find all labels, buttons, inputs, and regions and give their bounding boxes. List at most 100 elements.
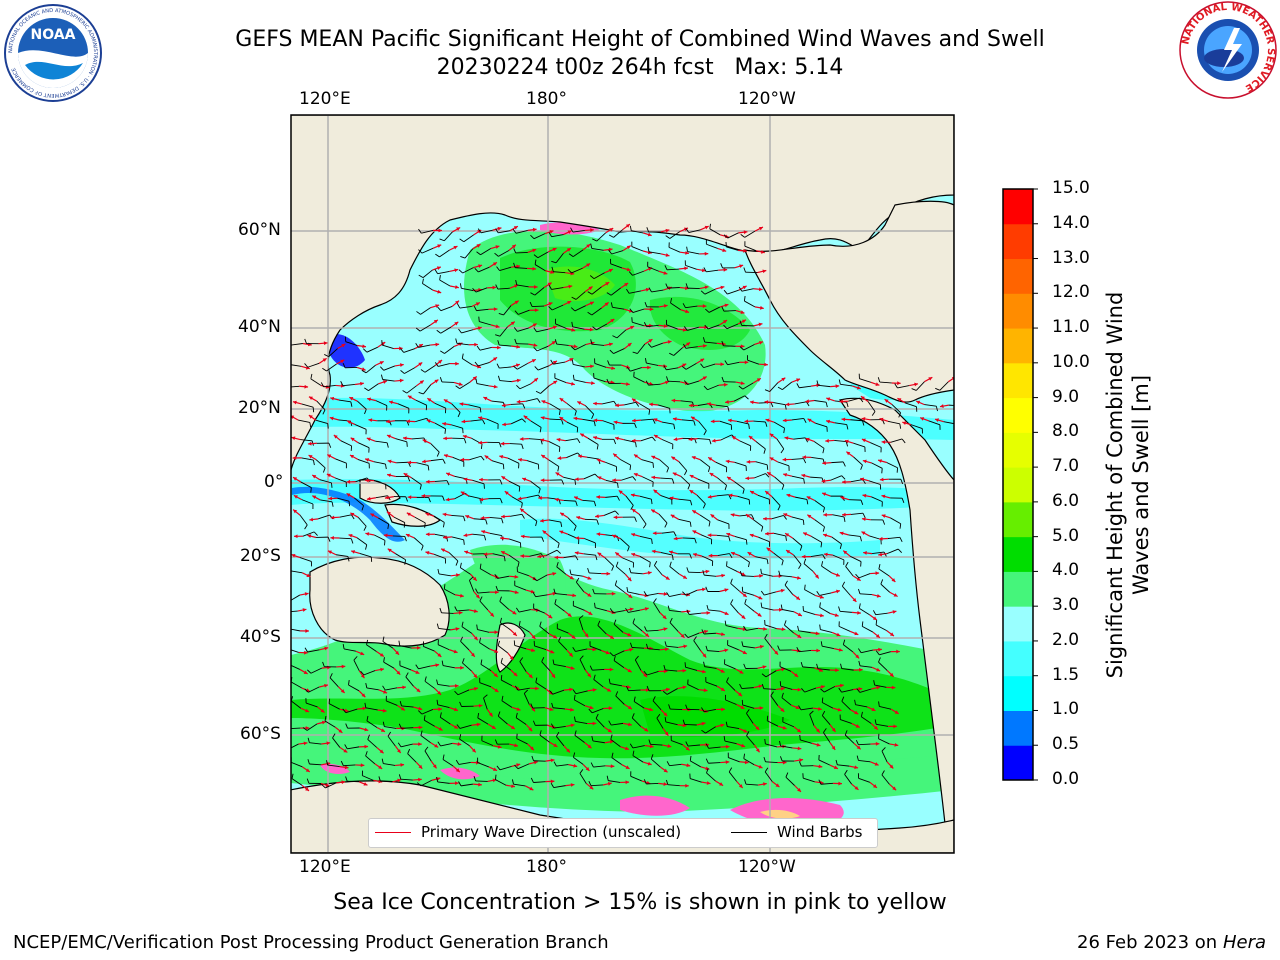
wind-barb-flag	[683, 380, 688, 385]
wind-barb-flag	[646, 227, 650, 233]
wind-barb-staff	[656, 717, 664, 729]
wind-barb-staff	[761, 573, 774, 577]
wind-barb-staff	[840, 383, 853, 387]
wave-direction-arrowhead	[366, 437, 371, 442]
colorbar-swatch	[1003, 189, 1033, 225]
wind-barb-staff	[685, 666, 698, 671]
wind-barb-staff	[858, 743, 871, 746]
wave-direction-arrowhead	[618, 490, 623, 495]
top-lon-label-120w: 120°W	[738, 89, 796, 109]
wave-direction-arrowhead	[547, 282, 552, 287]
wave-direction-arrowhead	[738, 692, 742, 697]
wind-barb-staff	[739, 555, 750, 563]
wave-direction-arrowhead	[648, 339, 653, 343]
colorbar-tick-label: 13.0	[1052, 247, 1090, 268]
wind-barb-staff	[650, 758, 661, 768]
wind-barb-flag	[360, 670, 365, 676]
wind-barb-staff	[633, 701, 645, 709]
wave-direction-arrowhead	[896, 649, 900, 654]
colorbar-tick-label: 9.0	[1052, 386, 1080, 407]
wind-barb-staff	[347, 780, 360, 783]
wind-barb-staff	[324, 720, 336, 728]
wind-barb-staff	[887, 420, 900, 425]
wind-barb-flag	[304, 524, 308, 530]
wave-direction-arrowhead	[894, 742, 899, 747]
wind-barb-flag	[519, 657, 524, 662]
wind-barb-staff	[737, 495, 750, 500]
wind-barb-staff	[905, 402, 917, 408]
wave-direction-arrowhead	[515, 363, 520, 368]
wind-barb-staff	[834, 422, 847, 426]
wind-barb-staff	[537, 251, 549, 259]
wind-barb-staff	[441, 381, 454, 383]
wind-barb-staff	[353, 659, 360, 672]
wind-barb-flag	[474, 268, 479, 273]
wind-barb-staff	[616, 329, 627, 339]
wind-barb-staff	[605, 461, 617, 468]
wave-direction-arrowhead	[596, 532, 601, 537]
wave-direction-arrowhead	[728, 493, 733, 498]
wind-barb-flag	[701, 629, 705, 635]
wind-barb-staff	[745, 783, 758, 786]
wind-barb-flag	[407, 748, 411, 754]
wave-direction-arrowhead	[837, 707, 842, 712]
wind-barb-staff	[613, 660, 625, 668]
wind-barb-flag	[651, 436, 656, 442]
wind-barb-flag	[424, 746, 429, 752]
wind-barb-staff	[420, 735, 431, 743]
wind-barb-flag	[328, 442, 332, 448]
wave-direction-arrowhead	[291, 553, 296, 558]
wind-barb-staff	[734, 481, 745, 490]
wind-barb-staff	[422, 283, 433, 291]
wave-direction-arrowhead	[663, 592, 668, 596]
wind-barb-flag	[900, 479, 904, 485]
wind-barb-staff	[659, 459, 669, 468]
wave-direction-arrowhead	[484, 455, 489, 460]
wind-barb-staff	[437, 781, 450, 784]
wind-barb-flag	[809, 710, 814, 715]
wave-direction-arrowhead	[891, 685, 896, 690]
wave-direction-arrowhead	[476, 244, 481, 248]
wave-direction-arrowhead	[569, 575, 574, 580]
wave-direction-arrowhead	[459, 593, 464, 598]
wind-barb-flag	[442, 495, 445, 501]
wind-barb-flag	[497, 640, 500, 646]
wave-direction-arrowhead	[571, 381, 575, 386]
wind-barb-flag	[653, 598, 657, 603]
wind-barb-staff	[499, 366, 512, 369]
wind-barb-flag	[499, 617, 502, 623]
wind-barb-staff	[579, 659, 586, 671]
wind-barb-staff	[634, 659, 642, 671]
wind-barb-flag	[322, 467, 326, 473]
wind-barb-staff	[300, 481, 312, 488]
wind-barb-staff	[514, 645, 527, 650]
wind-barb-flag	[434, 362, 439, 367]
wind-barb-staff	[541, 661, 551, 671]
wave-direction-arrowhead	[794, 673, 799, 677]
wind-barb-staff	[458, 762, 471, 765]
wave-direction-arrowhead	[418, 344, 423, 348]
wave-direction-arrowhead	[897, 381, 901, 386]
wave-direction-arrowhead	[360, 674, 365, 679]
wind-barb-flag	[627, 546, 630, 552]
wind-barb-flag	[479, 407, 482, 413]
wind-barb-flag	[739, 346, 745, 351]
wind-barb-staff	[382, 641, 394, 649]
wind-barb-staff	[629, 290, 641, 294]
wind-barb-flag	[307, 759, 310, 765]
wave-direction-arrowhead	[796, 575, 801, 580]
wind-barb-staff	[915, 381, 925, 391]
wind-barb-staff	[753, 420, 766, 423]
wind-barb-flag	[684, 470, 688, 476]
wave-direction-arrowhead	[692, 530, 697, 534]
wind-barb-flag	[955, 424, 956, 429]
wind-barb-staff	[430, 458, 443, 462]
colorbar-swatch	[1003, 640, 1033, 677]
colorbar-swatch	[1003, 397, 1033, 433]
wave-direction-arrowhead	[720, 285, 725, 290]
wave-direction-arrowhead	[703, 688, 708, 693]
wind-barb-flag	[669, 352, 674, 356]
wave-direction-arrowhead	[349, 397, 354, 401]
wind-barb-flag	[420, 730, 423, 736]
wind-barb-staff	[804, 687, 817, 693]
